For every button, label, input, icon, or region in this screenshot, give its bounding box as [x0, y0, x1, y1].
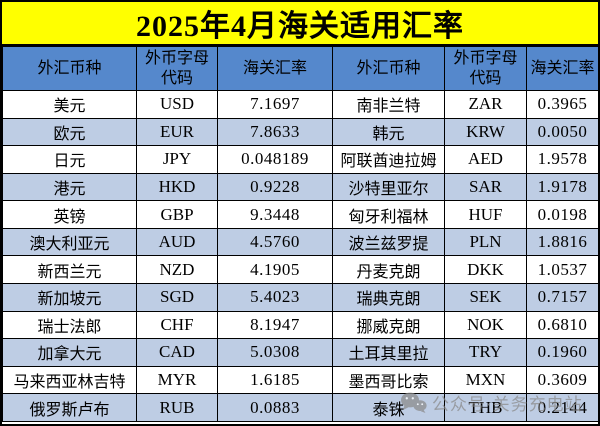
- table-row: 日元 JPY 0.048189 阿联酋迪拉姆 AED 1.9578: [2, 145, 599, 174]
- currency-code-cell: RUB: [136, 393, 218, 422]
- table-row: 欧元 EUR 7.8633 韩元 KRW 0.0050: [2, 117, 599, 147]
- header-code-left: 外币字母 代码: [136, 46, 218, 91]
- currency-code-cell: HKD: [136, 172, 218, 202]
- customs-rate-cell: 7.1697: [217, 90, 333, 119]
- currency-code-cell: DKK: [444, 255, 527, 285]
- header-currency-left: 外汇币种: [2, 46, 137, 91]
- currency-name-cell: 丹麦克朗: [332, 255, 445, 285]
- currency-name-cell: 美元: [2, 90, 137, 119]
- currency-code-cell: ZAR: [444, 90, 527, 119]
- customs-rate-cell: 9.3448: [217, 200, 333, 229]
- rates-table: 外汇币种 外币字母 代码 海关汇率 外汇币种 外币字母 代码 海关汇率 美元 US…: [2, 46, 599, 422]
- table-row: 英镑 GBP 9.3448 匈牙利福林 HUF 0.0198: [2, 200, 599, 229]
- table-row: 俄罗斯卢布 RUB 0.0883 泰铢 THB 0.2144: [2, 393, 599, 422]
- customs-rate-cell: 0.9228: [217, 172, 333, 202]
- currency-name-cell: 南非兰特: [332, 90, 445, 119]
- customs-rate-cell: 1.9178: [526, 172, 599, 202]
- currency-name-cell: 匈牙利福林: [332, 200, 445, 229]
- currency-code-cell: USD: [136, 90, 218, 119]
- currency-name-cell: 瑞典克朗: [332, 283, 445, 312]
- currency-code-cell: MXN: [444, 365, 527, 395]
- customs-rate-cell: 0.0198: [526, 200, 599, 229]
- currency-name-cell: 阿联酋迪拉姆: [332, 145, 445, 174]
- currency-name-cell: 波兰兹罗提: [332, 227, 445, 257]
- customs-rate-cell: 0.3965: [526, 90, 599, 119]
- table-row: 美元 USD 7.1697 南非兰特 ZAR 0.3965: [2, 90, 599, 119]
- currency-code-cell: HUF: [444, 200, 527, 229]
- header-currency-right: 外汇币种: [332, 46, 445, 91]
- currency-code-cell: SGD: [136, 283, 218, 312]
- currency-name-cell: 新西兰元: [2, 255, 137, 285]
- table-row: 马来西亚林吉特 MYR 1.6185 墨西哥比索 MXN 0.3609: [2, 365, 599, 395]
- currency-name-cell: 港元: [2, 172, 137, 202]
- currency-code-cell: AED: [444, 145, 527, 174]
- currency-code-cell: THB: [444, 393, 527, 422]
- currency-name-cell: 墨西哥比索: [332, 365, 445, 395]
- table-row: 澳大利亚元 AUD 4.5760 波兰兹罗提 PLN 1.8816: [2, 227, 599, 257]
- currency-name-cell: 韩元: [332, 117, 445, 147]
- customs-rate-cell: 7.8633: [217, 117, 333, 147]
- customs-rate-cell: 1.9578: [526, 145, 599, 174]
- customs-rate-cell: 0.1960: [526, 338, 599, 367]
- customs-rate-cell: 0.3609: [526, 365, 599, 395]
- customs-rate-cell: 5.4023: [217, 283, 333, 312]
- customs-rate-cell: 0.0050: [526, 117, 599, 147]
- currency-code-cell: CHF: [136, 310, 218, 340]
- currency-name-cell: 欧元: [2, 117, 137, 147]
- customs-rate-cell: 1.0537: [526, 255, 599, 285]
- currency-code-cell: NOK: [444, 310, 527, 340]
- currency-code-cell: PLN: [444, 227, 527, 257]
- customs-rate-cell: 0.048189: [217, 145, 333, 174]
- table-row: 港元 HKD 0.9228 沙特里亚尔 SAR 1.9178: [2, 172, 599, 202]
- currency-code-cell: MYR: [136, 365, 218, 395]
- currency-code-cell: JPY: [136, 145, 218, 174]
- currency-name-cell: 日元: [2, 145, 137, 174]
- customs-rate-cell: 0.2144: [526, 393, 599, 422]
- customs-rate-cell: 1.6185: [217, 365, 333, 395]
- page-title: 2025年4月海关适用汇率: [2, 2, 598, 46]
- currency-name-cell: 马来西亚林吉特: [2, 365, 137, 395]
- currency-code-cell: TRY: [444, 338, 527, 367]
- table-row: 瑞士法郎 CHF 8.1947 挪威克朗 NOK 0.6810: [2, 310, 599, 340]
- currency-code-cell: KRW: [444, 117, 527, 147]
- table-row: 加拿大元 CAD 5.0308 土耳其里拉 TRY 0.1960: [2, 338, 599, 367]
- customs-rate-cell: 0.6810: [526, 310, 599, 340]
- table-row: 新西兰元 NZD 4.1905 丹麦克朗 DKK 1.0537: [2, 255, 599, 285]
- currency-code-cell: AUD: [136, 227, 218, 257]
- currency-code-cell: EUR: [136, 117, 218, 147]
- currency-name-cell: 挪威克朗: [332, 310, 445, 340]
- currency-code-cell: SEK: [444, 283, 527, 312]
- customs-rate-cell: 0.0883: [217, 393, 333, 422]
- currency-code-cell: GBP: [136, 200, 218, 229]
- currency-name-cell: 俄罗斯卢布: [2, 393, 137, 422]
- currency-name-cell: 沙特里亚尔: [332, 172, 445, 202]
- currency-name-cell: 新加坡元: [2, 283, 137, 312]
- currency-name-cell: 泰铢: [332, 393, 445, 422]
- currency-name-cell: 澳大利亚元: [2, 227, 137, 257]
- customs-rate-cell: 0.7157: [526, 283, 599, 312]
- currency-code-cell: CAD: [136, 338, 218, 367]
- currency-code-cell: NZD: [136, 255, 218, 285]
- header-rate-left: 海关汇率: [217, 46, 333, 91]
- header-code-right: 外币字母 代码: [444, 46, 527, 91]
- currency-name-cell: 英镑: [2, 200, 137, 229]
- customs-rate-cell: 8.1947: [217, 310, 333, 340]
- customs-rate-cell: 1.8816: [526, 227, 599, 257]
- customs-rate-cell: 4.1905: [217, 255, 333, 285]
- currency-name-cell: 加拿大元: [2, 338, 137, 367]
- currency-code-cell: SAR: [444, 172, 527, 202]
- currency-name-cell: 土耳其里拉: [332, 338, 445, 367]
- customs-rate-cell: 4.5760: [217, 227, 333, 257]
- header-row: 外汇币种 外币字母 代码 海关汇率 外汇币种 外币字母 代码 海关汇率: [2, 46, 599, 91]
- header-rate-right: 海关汇率: [526, 46, 599, 91]
- customs-rate-cell: 5.0308: [217, 338, 333, 367]
- currency-name-cell: 瑞士法郎: [2, 310, 137, 340]
- table-row: 新加坡元 SGD 5.4023 瑞典克朗 SEK 0.7157: [2, 283, 599, 312]
